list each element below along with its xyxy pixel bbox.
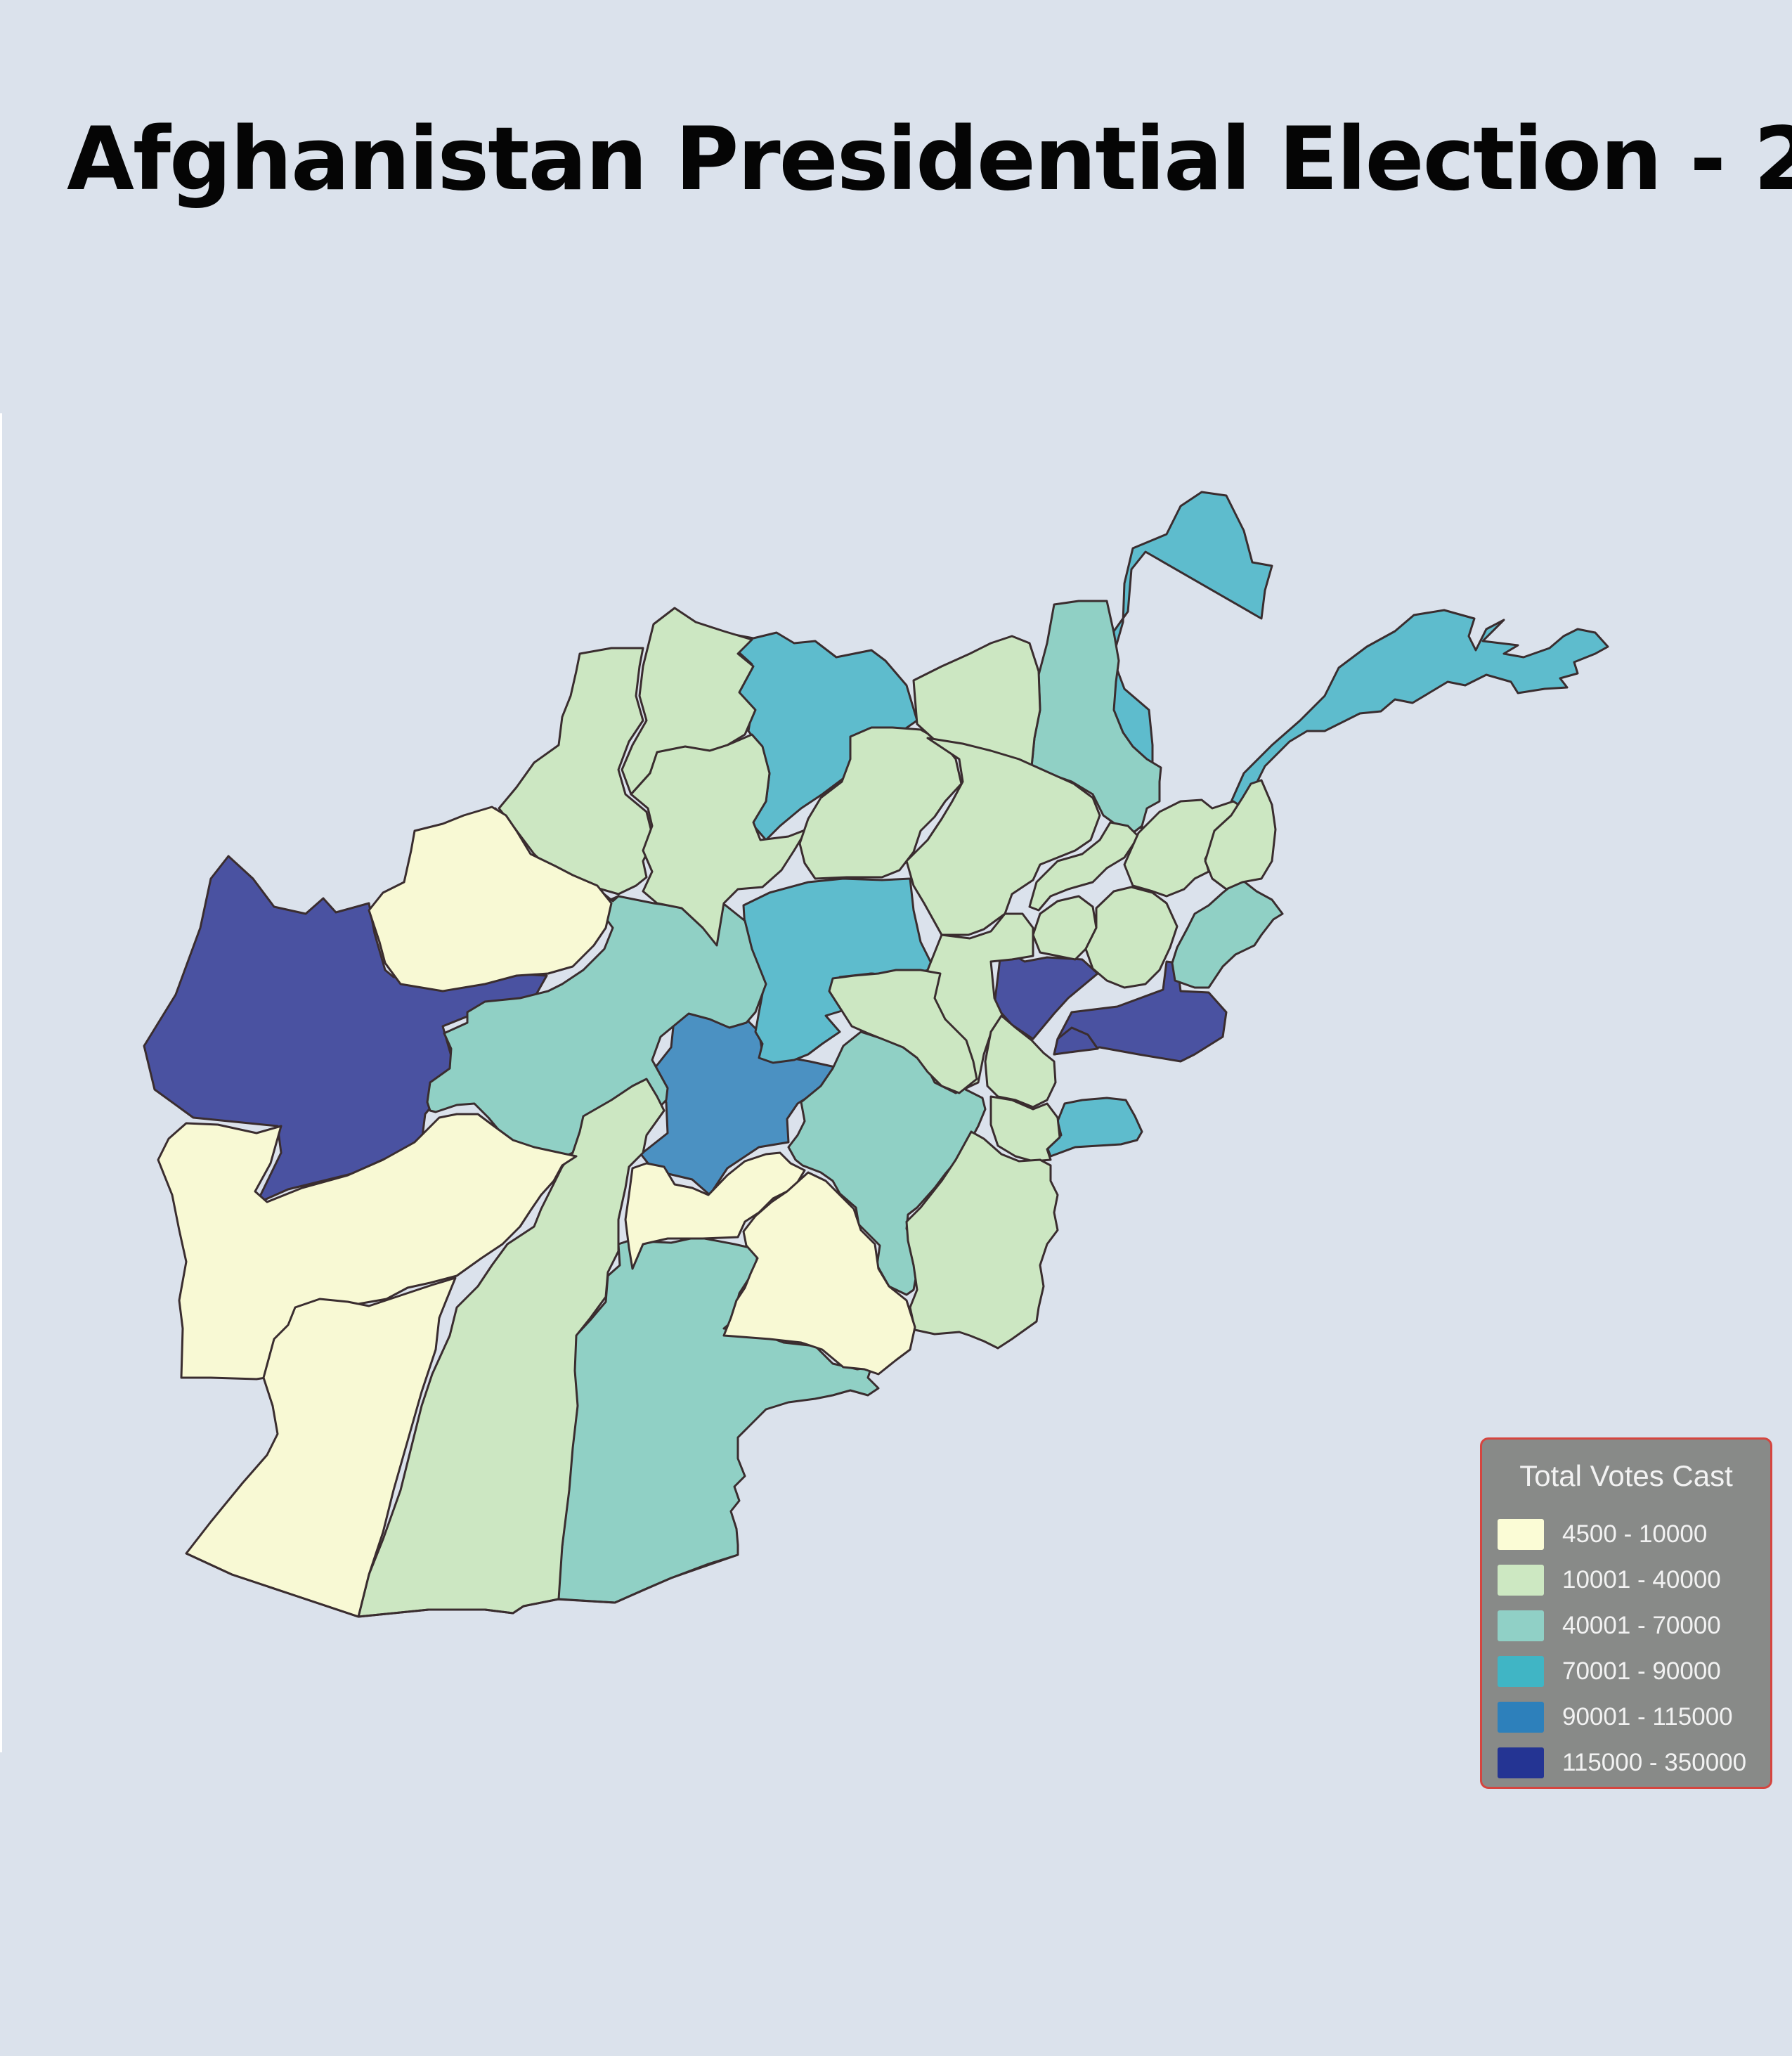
legend-swatch-6 xyxy=(1498,1747,1544,1778)
legend-label-6: 115000 - 350000 xyxy=(1562,1748,1747,1776)
legend-swatch-5 xyxy=(1498,1701,1544,1733)
national-border-south xyxy=(186,1552,739,1618)
map-frame-edge xyxy=(0,413,2,1752)
province-zabul[interactable] xyxy=(905,1130,1059,1350)
map-title: Afghanistan Presidential Election - 2019 xyxy=(67,109,1792,210)
legend-item-6: 115000 - 350000 xyxy=(1498,1740,1746,1785)
province-khost-north[interactable] xyxy=(989,1095,1061,1163)
province-khost[interactable] xyxy=(1046,1097,1143,1158)
legend-swatch-2 xyxy=(1498,1564,1544,1596)
province-laghman[interactable] xyxy=(1084,886,1179,989)
map-legend: Total Votes Cast 4500 - 10000 10001 - 40… xyxy=(1480,1437,1772,1789)
legend-label-2: 10001 - 40000 xyxy=(1562,1565,1721,1593)
province-logar[interactable] xyxy=(1053,1026,1099,1056)
province-paktia[interactable] xyxy=(984,1014,1057,1108)
legend-label-4: 70001 - 90000 xyxy=(1562,1657,1721,1685)
province-herat[interactable] xyxy=(143,855,548,1205)
province-bamyan[interactable] xyxy=(742,877,936,1064)
legend-item-3: 40001 - 70000 xyxy=(1498,1603,1746,1648)
legend-swatch-4 xyxy=(1498,1655,1544,1687)
province-farah[interactable] xyxy=(157,1113,578,1381)
province-badghis-north[interactable] xyxy=(368,806,613,993)
legend-item-4: 70001 - 90000 xyxy=(1498,1648,1746,1694)
legend-item-1: 4500 - 10000 xyxy=(1498,1511,1746,1557)
legend-items: 4500 - 10000 10001 - 40000 40001 - 70000… xyxy=(1498,1511,1746,1785)
province-kunar[interactable] xyxy=(1171,877,1284,989)
legend-item-5: 90001 - 115000 xyxy=(1498,1694,1746,1740)
province-zabul-west[interactable] xyxy=(722,1171,916,1376)
legend-label-3: 40001 - 70000 xyxy=(1562,1611,1721,1639)
province-panjshir[interactable] xyxy=(1028,821,1140,912)
province-paktika[interactable] xyxy=(787,1030,987,1296)
legend-title: Total Votes Cast xyxy=(1519,1459,1733,1492)
province-baghlan[interactable] xyxy=(905,737,1101,936)
legend-swatch-1 xyxy=(1498,1518,1544,1550)
province-wardak[interactable] xyxy=(828,969,978,1094)
province-nuristan-east[interactable] xyxy=(1204,779,1277,891)
legend-swatch-3 xyxy=(1498,1610,1544,1641)
legend-label-5: 90001 - 115000 xyxy=(1562,1702,1733,1731)
legend-label-1: 4500 - 10000 xyxy=(1562,1520,1708,1548)
province-sar-e-pol[interactable] xyxy=(630,733,808,947)
province-kabul[interactable] xyxy=(993,946,1099,1040)
province-nimroz[interactable] xyxy=(185,1276,457,1618)
legend-item-2: 10001 - 40000 xyxy=(1498,1557,1746,1603)
